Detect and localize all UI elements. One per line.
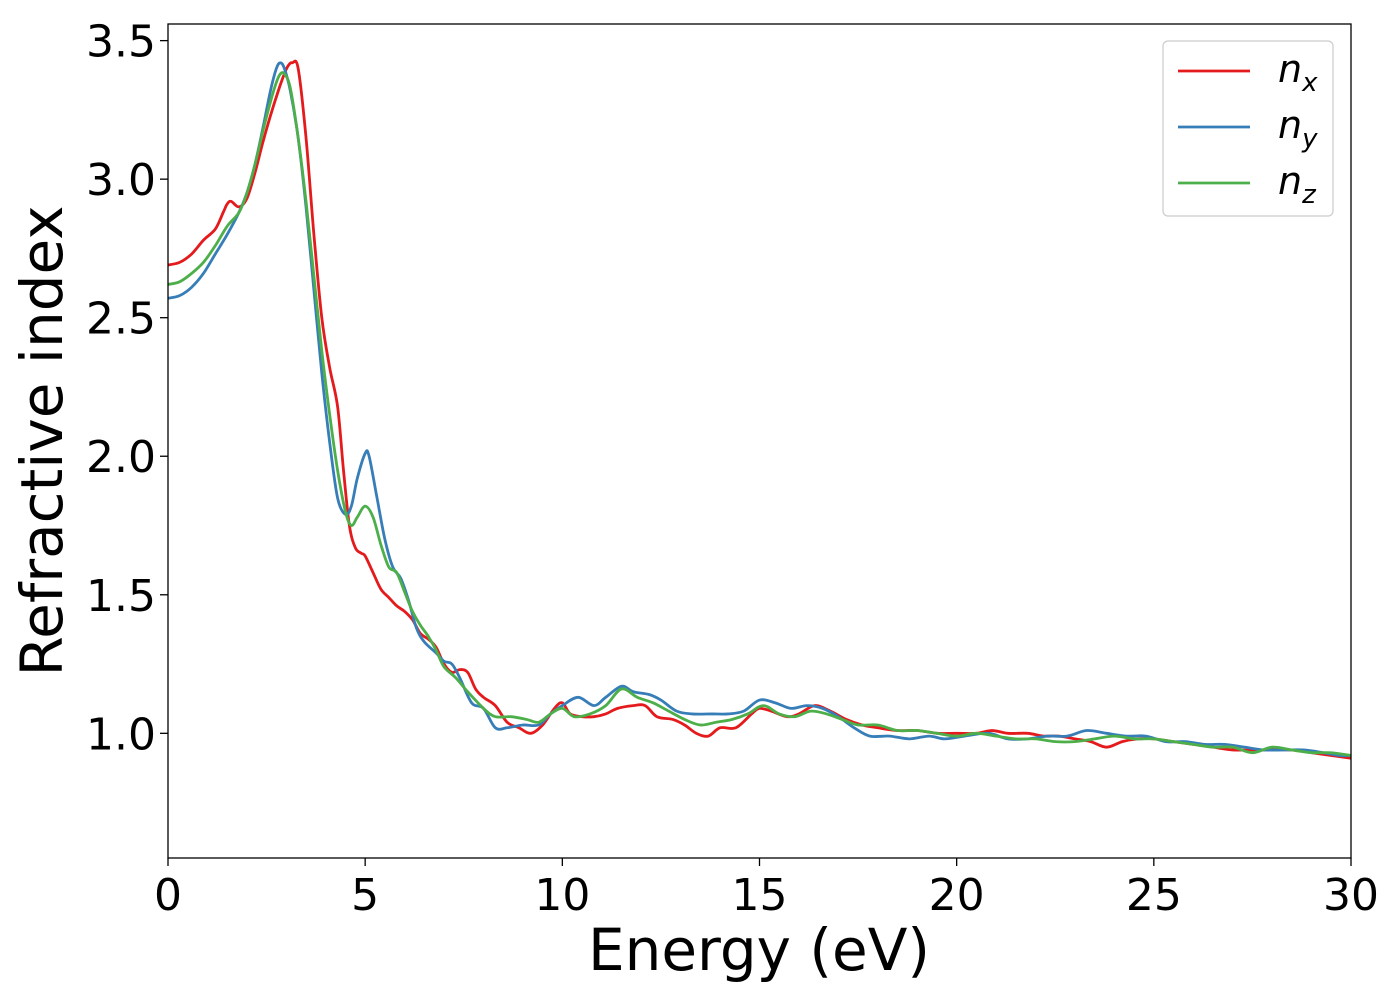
x-axis-ticks: 0 5 10 15 20 25 30 <box>154 858 1379 921</box>
x-tick-label: 15 <box>732 870 788 921</box>
x-tick-label: 0 <box>154 870 182 921</box>
y-tick-label: 2.0 <box>86 432 156 483</box>
y-axis-ticks: 1.0 1.5 2.0 2.5 3.0 3.5 <box>86 17 168 760</box>
x-tick-label: 20 <box>929 870 985 921</box>
y-tick-label: 3.0 <box>86 155 156 206</box>
y-tick-label: 3.5 <box>86 17 156 68</box>
x-tick-label: 30 <box>1323 870 1379 921</box>
y-axis-label: Refractive index <box>8 205 76 676</box>
plot-lines <box>168 59 1351 760</box>
y-tick-label: 1.5 <box>86 571 156 622</box>
y-tick-label: 2.5 <box>86 294 156 345</box>
legend-label-ny: ny <box>1278 103 1318 154</box>
x-axis-label: Energy (eV) <box>588 916 930 984</box>
series-line-nz <box>168 71 1351 757</box>
y-tick-label: 1.0 <box>86 709 156 760</box>
x-tick-label: 5 <box>351 870 379 921</box>
x-tick-label: 25 <box>1126 870 1182 921</box>
legend-label-nx: nx <box>1278 47 1318 98</box>
legend-box <box>1162 40 1334 217</box>
x-tick-label: 10 <box>534 870 590 921</box>
legend-label-nz: nz <box>1278 159 1317 210</box>
